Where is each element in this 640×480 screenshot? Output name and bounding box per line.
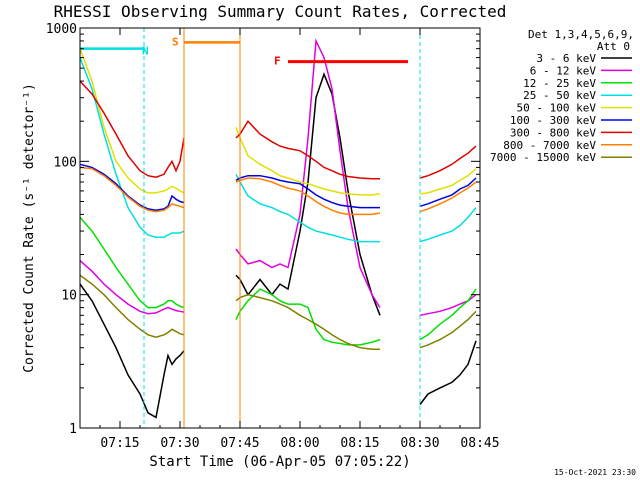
legend-label-2: 12 - 25 keV <box>523 77 596 90</box>
annotation-label-flare: F <box>274 55 281 68</box>
legend-label-0: 3 - 6 keV <box>536 52 596 65</box>
legend-label-7: 800 - 7000 keV <box>503 139 596 152</box>
series-line-5 <box>79 163 477 211</box>
plot-area: N S F <box>79 28 481 428</box>
y-tick-label-0: 1 <box>69 422 77 437</box>
series-line-3 <box>79 57 477 243</box>
series-line-0 <box>79 72 477 419</box>
annotation-label-night: N <box>142 45 149 58</box>
x-tick-label-4: 08:15 <box>340 436 379 451</box>
x-tick-label-2: 07:45 <box>220 436 259 451</box>
y-tick-label-1: 10 <box>61 289 77 304</box>
x-axis-ticks: 07:15 07:30 07:45 08:00 08:15 08:30 08:45 <box>79 28 500 451</box>
x-tick-label-0: 07:15 <box>100 436 139 451</box>
y-axis-label: Corrected Count Rate (s⁻¹ detector⁻¹) <box>22 83 37 373</box>
y-axis-ticks: 1 10 100 1000 <box>46 22 480 437</box>
x-tick-label-5: 08:30 <box>400 436 439 451</box>
y-tick-label-3: 1000 <box>46 22 77 37</box>
series-line-7 <box>79 166 477 216</box>
series-line-8 <box>79 274 477 350</box>
legend-label-4: 50 - 100 keV <box>517 102 597 115</box>
x-axis-label: Start Time (06-Apr-05 07:05:22) <box>149 454 410 470</box>
legend-label-1: 6 - 12 keV <box>530 64 597 77</box>
x-tick-label-6: 08:45 <box>460 436 499 451</box>
x-tick-label-3: 08:00 <box>280 436 319 451</box>
chart-title: RHESSI Observing Summary Count Rates, Co… <box>54 2 507 21</box>
legend-header-line-2: Att 0 <box>597 40 630 53</box>
series-line-2 <box>79 216 477 346</box>
x-tick-label-1: 07:30 <box>160 436 199 451</box>
legend-label-3: 25 - 50 keV <box>523 89 596 102</box>
annotation-label-saa: S <box>172 35 179 48</box>
series-line-4 <box>79 48 477 196</box>
series-line-1 <box>79 38 477 317</box>
footer-timestamp: 15-Oct-2021 23:30 <box>554 468 636 477</box>
series-line-6 <box>79 80 477 180</box>
legend-header-line-1: Det 1,3,4,5,6,9, <box>528 28 634 41</box>
legend-label-6: 300 - 800 keV <box>510 126 596 139</box>
legend-label-5: 100 - 300 keV <box>510 114 596 127</box>
y-tick-label-2: 100 <box>54 155 77 170</box>
legend-label-8: 7000 - 15000 keV <box>490 151 596 164</box>
